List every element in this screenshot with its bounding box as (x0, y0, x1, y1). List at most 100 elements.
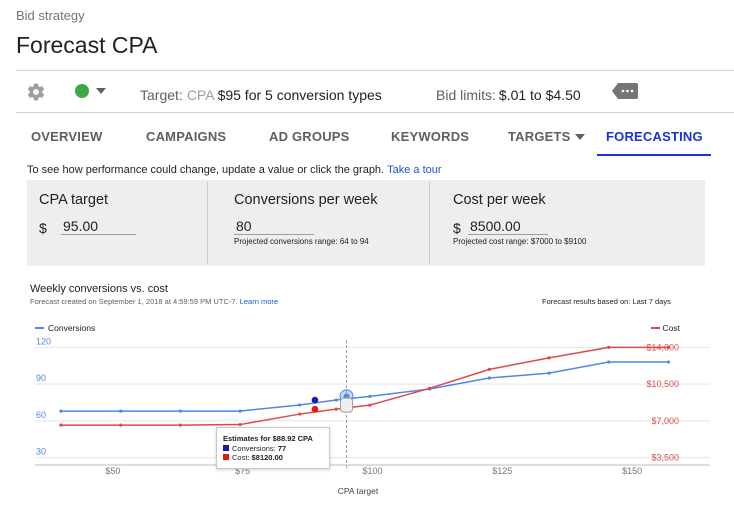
conversions-point (178, 409, 182, 413)
cost-point (487, 367, 491, 372)
cpa-target-input[interactable] (61, 217, 136, 235)
y-left-tick-label: 120 (36, 336, 51, 346)
tooltip-conversions-label: Conversions: (232, 444, 276, 453)
page-title: Forecast CPA (16, 32, 158, 58)
learn-more-link[interactable]: Learn more (239, 297, 279, 306)
divider (16, 70, 734, 71)
conversions-point (666, 360, 671, 364)
tooltip-title: Estimates for $88.92 CPA (223, 434, 313, 443)
conversions-point (298, 403, 302, 407)
tooltip-conversions: Conversions: 77 (223, 444, 323, 453)
y-left-tick-label: 30 (36, 447, 46, 457)
take-a-tour-link[interactable]: Take a tour (387, 164, 442, 176)
target-value: $95 for 5 conversion types (217, 87, 382, 103)
forecast-created-text: Forecast created on September 1, 2018 at… (30, 297, 238, 306)
tab-overview[interactable]: OVERVIEW (31, 129, 103, 144)
y-right-tick-label: $10,500 (646, 379, 679, 389)
y-left-tick-label: 90 (36, 373, 46, 383)
cost-point (428, 386, 432, 390)
status-dropdown[interactable] (75, 84, 111, 100)
forecast-inputs-panel (27, 180, 705, 266)
x-tick-label: $150 (622, 466, 642, 476)
cost-line (60, 346, 669, 426)
tooltip-cost: Cost: $8120.00 (223, 453, 323, 462)
forecast-meta: Forecast created on September 1, 2018 at… (30, 297, 278, 306)
conversions-point (334, 398, 338, 402)
cost-point (666, 345, 671, 349)
cost-point (298, 412, 302, 416)
x-tick-label: $100 (362, 466, 382, 476)
legend-cost: Cost (663, 323, 681, 333)
x-tick-label: $75 (235, 466, 250, 476)
conversions-input[interactable] (234, 217, 314, 235)
divider (207, 182, 208, 264)
cost-point (368, 403, 372, 407)
chart-tooltip: Estimates for $88.92 CPA Conversions: 77… (216, 427, 330, 469)
x-axis-title: CPA target (338, 486, 379, 496)
divider (429, 182, 430, 264)
breadcrumb: Bid strategy (16, 8, 85, 23)
conversions-range: Projected conversions range: 64 to 94 (234, 237, 369, 246)
x-tick-label: $50 (105, 466, 120, 476)
tab-targets[interactable]: TARGETS (508, 129, 585, 144)
bid-limits: Bid limits: $.01 to $4.50 (436, 87, 581, 103)
conversions-line (60, 361, 669, 412)
x-tick-label: $125 (492, 466, 512, 476)
cost-input[interactable] (468, 217, 548, 235)
cost-point (547, 356, 551, 360)
cost-point (119, 423, 123, 427)
intro-message: To see how performance could change, upd… (27, 164, 385, 176)
status-dot-icon (75, 84, 89, 98)
caret-down-icon (96, 88, 106, 94)
tooltip-cost-value: $8120.00 (251, 453, 283, 462)
cost-point (238, 422, 242, 427)
chart-title: Weekly conversions vs. cost (30, 283, 168, 295)
divider (16, 112, 734, 113)
selected-cost-point (311, 405, 319, 413)
cost-swatch-icon (223, 454, 229, 460)
conversions-point (59, 409, 63, 413)
cpa-target-label: CPA target (39, 192, 109, 208)
conversions-point (487, 376, 491, 380)
cost-point (607, 345, 611, 349)
cost-currency: $ (453, 220, 461, 236)
bid-limits-label: Bid limits: (436, 87, 496, 103)
cost-point (178, 423, 182, 427)
cpa-currency: $ (39, 220, 47, 236)
gear-icon[interactable] (26, 82, 46, 102)
caret-down-icon (574, 133, 585, 140)
intro-text: To see how performance could change, upd… (27, 164, 442, 176)
conversions-point (238, 409, 242, 413)
active-tab-indicator (597, 154, 711, 156)
tooltip-cost-label: Cost: (232, 453, 250, 462)
tab-targets-label: TARGETS (508, 129, 571, 144)
y-right-tick-label: $7,000 (651, 416, 679, 426)
tab-keywords[interactable]: KEYWORDS (391, 129, 470, 144)
legend-conversions: Conversions (48, 323, 95, 333)
cost-range: Projected cost range: $7000 to $9100 (453, 237, 587, 246)
selected-conversions-point (311, 396, 319, 404)
tab-campaigns[interactable]: CAMPAIGNS (146, 129, 227, 144)
cost-point (334, 407, 338, 411)
cost-point (59, 423, 63, 427)
conversions-point (607, 360, 611, 364)
tab-ad-groups[interactable]: AD GROUPS (269, 129, 350, 144)
target-label: Target: (140, 87, 183, 103)
conversions-swatch-icon (223, 445, 229, 451)
cost-label: Cost per week (453, 192, 546, 208)
y-left-tick-label: 60 (36, 410, 46, 420)
drag-handle-icon (340, 397, 354, 413)
conversions-label: Conversions per week (234, 192, 378, 208)
target-type: CPA (186, 87, 215, 103)
forecast-basis: Forecast results based on: Last 7 days (542, 297, 671, 306)
target-summary: Target: CPA $95 for 5 conversion types (140, 87, 382, 103)
conversions-point (547, 371, 551, 375)
bid-limits-value: $.01 to $4.50 (498, 87, 581, 103)
tooltip-conversions-value: 77 (277, 444, 287, 453)
y-right-tick-label: $3,500 (651, 453, 679, 463)
tab-forecasting[interactable]: FORECASTING (606, 129, 703, 144)
conversions-point (119, 409, 123, 413)
conversions-point (368, 394, 372, 398)
label-more-icon[interactable] (612, 83, 638, 99)
